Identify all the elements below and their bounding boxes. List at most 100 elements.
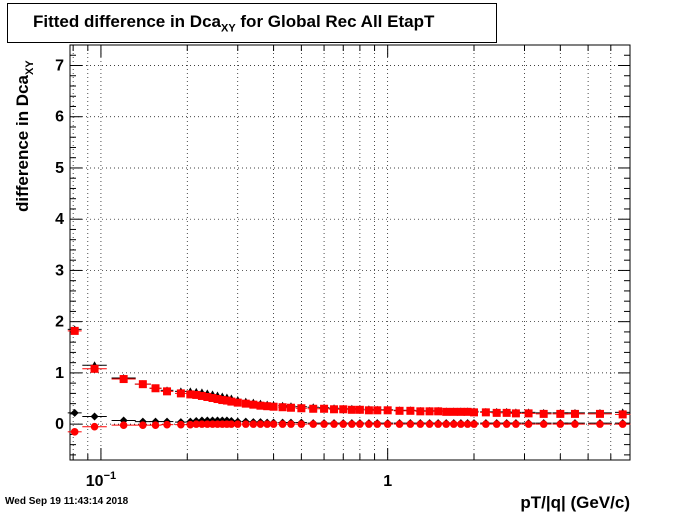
- data-point-square: [208, 394, 217, 403]
- data-point-square: [347, 405, 356, 414]
- data-point-circle: [618, 420, 627, 428]
- data-point-square: [227, 397, 236, 406]
- data-point-circle: [256, 420, 265, 428]
- data-point-square: [192, 390, 201, 399]
- x-tick-label: 10−1: [86, 470, 116, 490]
- data-point-circle: [297, 420, 306, 428]
- data-point-circle: [571, 420, 579, 428]
- data-point-circle: [192, 420, 201, 428]
- data-point-square: [524, 409, 533, 418]
- data-point-square: [383, 406, 392, 415]
- data-point-square: [269, 402, 278, 411]
- chart-title-prefix: Fitted difference in Dca: [33, 12, 221, 31]
- data-point-square: [511, 409, 520, 418]
- chart-title-sub: XY: [220, 22, 236, 35]
- data-point-square: [595, 409, 604, 418]
- data-point-circle: [383, 420, 392, 428]
- data-point-circle: [539, 420, 548, 428]
- x-axis-label: pT/|q| (GeV/c): [520, 493, 630, 512]
- data-point-square: [556, 409, 565, 418]
- data-point-circle: [457, 420, 465, 428]
- data-point-square: [163, 387, 172, 396]
- data-point-square: [233, 398, 242, 407]
- data-point-square: [186, 390, 195, 399]
- data-point-square: [339, 405, 348, 414]
- y-tick-label: 2: [55, 314, 64, 331]
- data-point-circle: [233, 420, 242, 428]
- data-point-circle: [263, 420, 271, 428]
- y-tick-label: 5: [55, 160, 64, 177]
- data-point-circle: [90, 422, 99, 431]
- data-point-circle: [278, 420, 287, 428]
- axes: 0 1 2 3 4 5 6 7 10−1 1: [55, 44, 631, 490]
- data-point-square: [373, 406, 382, 415]
- y-axis-label: difference in DcaXY: [13, 60, 36, 212]
- data-point-square: [469, 408, 478, 417]
- data-point-diamond: [90, 412, 99, 421]
- data-point-circle: [151, 421, 160, 429]
- data-point-circle: [449, 420, 458, 428]
- data-point-square: [278, 403, 287, 412]
- data-point-diamond: [70, 408, 79, 417]
- chart-title-box: Fitted difference in DcaXY for Global Re…: [7, 3, 497, 43]
- data-point-circle: [502, 420, 511, 428]
- data-point-circle: [470, 420, 478, 428]
- data-point-square: [330, 405, 339, 414]
- chart-title-suffix: for Global Rec All EtapT: [235, 12, 435, 31]
- data-point-square: [176, 389, 185, 398]
- data-point-circle: [356, 420, 364, 428]
- data-point-square: [309, 404, 318, 413]
- y-tick-label: 3: [55, 262, 64, 279]
- data-point-square: [218, 396, 227, 405]
- data-point-square: [213, 395, 222, 404]
- data-point-circle: [339, 420, 348, 428]
- data-point-square: [320, 404, 329, 413]
- data-point-square: [442, 407, 451, 416]
- data-point-circle: [241, 420, 250, 428]
- data-point-circle: [524, 420, 533, 428]
- data-point-circle: [512, 420, 520, 428]
- plot-frame: [69, 44, 631, 461]
- data-point-circle: [269, 420, 278, 428]
- data-point-square: [203, 392, 212, 401]
- y-tick-label: 1: [55, 365, 64, 382]
- data-point-square: [249, 400, 258, 409]
- data-point-square: [456, 407, 465, 416]
- data-point-circle: [287, 420, 295, 428]
- data-point-circle: [320, 420, 328, 428]
- y-axis-label-main: difference in Dca: [13, 74, 32, 212]
- chart-title: Fitted difference in DcaXY for Global Re…: [33, 12, 434, 34]
- data-point-circle: [309, 420, 318, 428]
- data-point-circle: [596, 420, 604, 428]
- data-point-square: [70, 326, 79, 335]
- grid-lines: [70, 45, 631, 460]
- data-point-circle: [177, 420, 185, 429]
- data-markers: [67, 325, 631, 436]
- data-point-square: [434, 407, 443, 416]
- data-point-square: [256, 401, 265, 410]
- data-point-square: [286, 403, 295, 412]
- data-point-circle: [119, 421, 128, 429]
- data-point-square: [463, 407, 472, 416]
- data-point-circle: [463, 420, 472, 428]
- data-point-square: [197, 391, 206, 400]
- data-point-circle: [556, 420, 565, 428]
- data-point-square: [241, 399, 250, 408]
- data-point-square: [618, 410, 627, 419]
- y-tick-label: 7: [55, 57, 64, 74]
- y-tick-label: 4: [55, 211, 64, 228]
- x-tick-label: 1: [383, 473, 392, 490]
- data-point-square: [481, 408, 490, 417]
- data-point-circle: [395, 420, 404, 428]
- data-point-circle: [330, 420, 338, 428]
- data-point-square: [90, 364, 99, 373]
- data-point-circle: [442, 420, 451, 428]
- data-point-square: [119, 375, 128, 384]
- data-point-square: [570, 409, 579, 418]
- data-point-square: [395, 406, 404, 415]
- data-point-circle: [425, 420, 434, 428]
- timestamp: Wed Sep 19 11:43:14 2018: [5, 496, 129, 507]
- data-point-square: [355, 405, 364, 414]
- y-tick-label: 0: [55, 416, 64, 433]
